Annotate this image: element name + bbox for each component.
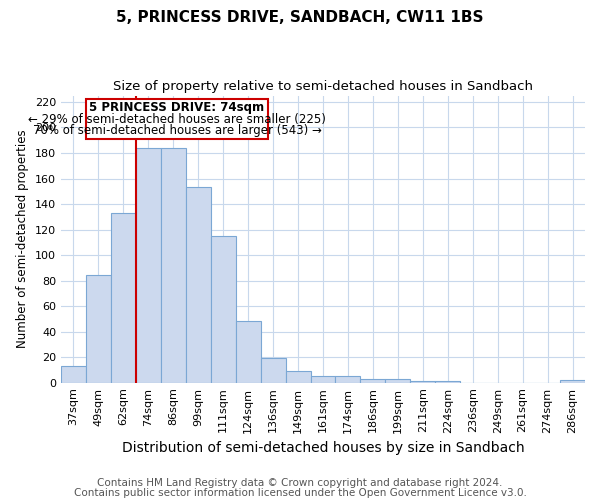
Bar xyxy=(211,236,236,382)
X-axis label: Distribution of semi-detached houses by size in Sandbach: Distribution of semi-detached houses by … xyxy=(122,441,524,455)
Bar xyxy=(136,148,161,382)
Bar xyxy=(286,371,311,382)
Bar xyxy=(361,379,385,382)
Bar xyxy=(560,380,585,382)
Bar xyxy=(86,276,111,382)
Text: ← 29% of semi-detached houses are smaller (225): ← 29% of semi-detached houses are smalle… xyxy=(28,112,326,126)
Text: Contains HM Land Registry data © Crown copyright and database right 2024.: Contains HM Land Registry data © Crown c… xyxy=(97,478,503,488)
Text: 5, PRINCESS DRIVE, SANDBACH, CW11 1BS: 5, PRINCESS DRIVE, SANDBACH, CW11 1BS xyxy=(116,10,484,25)
Bar xyxy=(186,188,211,382)
Y-axis label: Number of semi-detached properties: Number of semi-detached properties xyxy=(16,130,29,348)
Bar xyxy=(61,366,86,382)
Bar xyxy=(161,148,186,382)
Text: 5 PRINCESS DRIVE: 74sqm: 5 PRINCESS DRIVE: 74sqm xyxy=(89,102,265,114)
Text: Contains public sector information licensed under the Open Government Licence v3: Contains public sector information licen… xyxy=(74,488,526,498)
Bar xyxy=(260,358,286,382)
Bar xyxy=(111,213,136,382)
Bar xyxy=(236,322,260,382)
Title: Size of property relative to semi-detached houses in Sandbach: Size of property relative to semi-detach… xyxy=(113,80,533,93)
Bar xyxy=(311,376,335,382)
Bar xyxy=(335,376,361,382)
Bar xyxy=(385,379,410,382)
FancyBboxPatch shape xyxy=(86,100,268,139)
Text: 70% of semi-detached houses are larger (543) →: 70% of semi-detached houses are larger (… xyxy=(32,124,322,137)
